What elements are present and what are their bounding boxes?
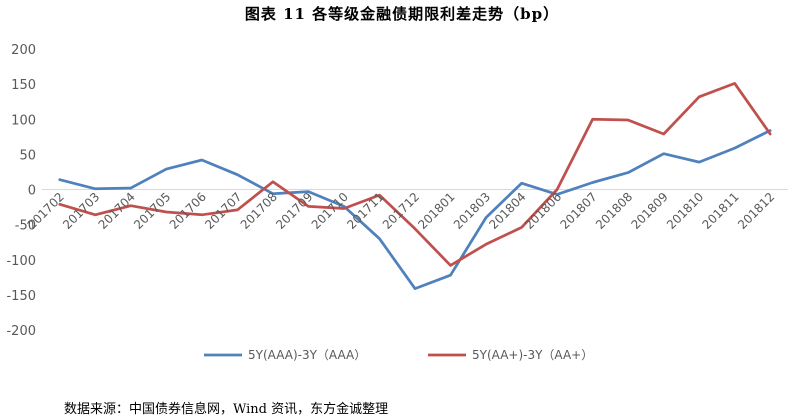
x-tick-label: 201807 (557, 190, 599, 232)
x-tick-label: 201712 (380, 190, 422, 232)
y-tick-label: -100 (6, 254, 36, 269)
y-tick-label: 0 (28, 184, 36, 199)
y-tick-label: 200 (11, 43, 36, 58)
y-axis-ticks: 200 150 100 50 0 -50 -100 -150 -200 (6, 43, 36, 339)
x-tick-label: 201704 (96, 190, 138, 232)
x-tick-label: 201708 (238, 190, 280, 232)
x-tick-label: 201808 (593, 190, 635, 232)
legend-label-2: 5Y(AA+)-3Y（AA+） (472, 348, 593, 362)
y-tick-label: -200 (6, 324, 36, 339)
y-tick-label: 150 (11, 78, 36, 93)
series-line-2 (58, 82, 772, 267)
x-tick-label: 201803 (451, 190, 493, 232)
x-tick-label: 201806 (522, 190, 564, 232)
x-tick-label: 201812 (735, 190, 777, 232)
x-tick-label: 201811 (700, 190, 742, 232)
x-tick-label: 201710 (309, 190, 351, 232)
data-source-note: 数据来源：中国债券信息网，Wind 资讯，东方金诚整理 (64, 402, 389, 417)
x-tick-label: 201801 (415, 190, 457, 232)
x-tick-label: 201809 (628, 190, 670, 232)
legend-label-1: 5Y(AAA)-3Y（AAA） (248, 348, 366, 362)
y-tick-label: -150 (6, 289, 36, 304)
x-axis-ticks: 2017022017032017042017052017062017072017… (25, 190, 778, 232)
y-tick-label: 100 (11, 113, 36, 128)
series-lines (58, 82, 772, 290)
y-tick-label: 50 (19, 148, 36, 163)
x-tick-label: 201703 (60, 190, 102, 232)
y-tick-label: -50 (15, 219, 36, 234)
x-tick-label: 201810 (664, 190, 706, 232)
x-tick-label: 201706 (167, 190, 209, 232)
chart-title: 图表 11 各等级金融债期限利差走势（bp） (244, 5, 560, 23)
series-line-1 (58, 129, 772, 290)
legend: 5Y(AAA)-3Y（AAA） 5Y(AA+)-3Y（AA+） (204, 348, 593, 362)
